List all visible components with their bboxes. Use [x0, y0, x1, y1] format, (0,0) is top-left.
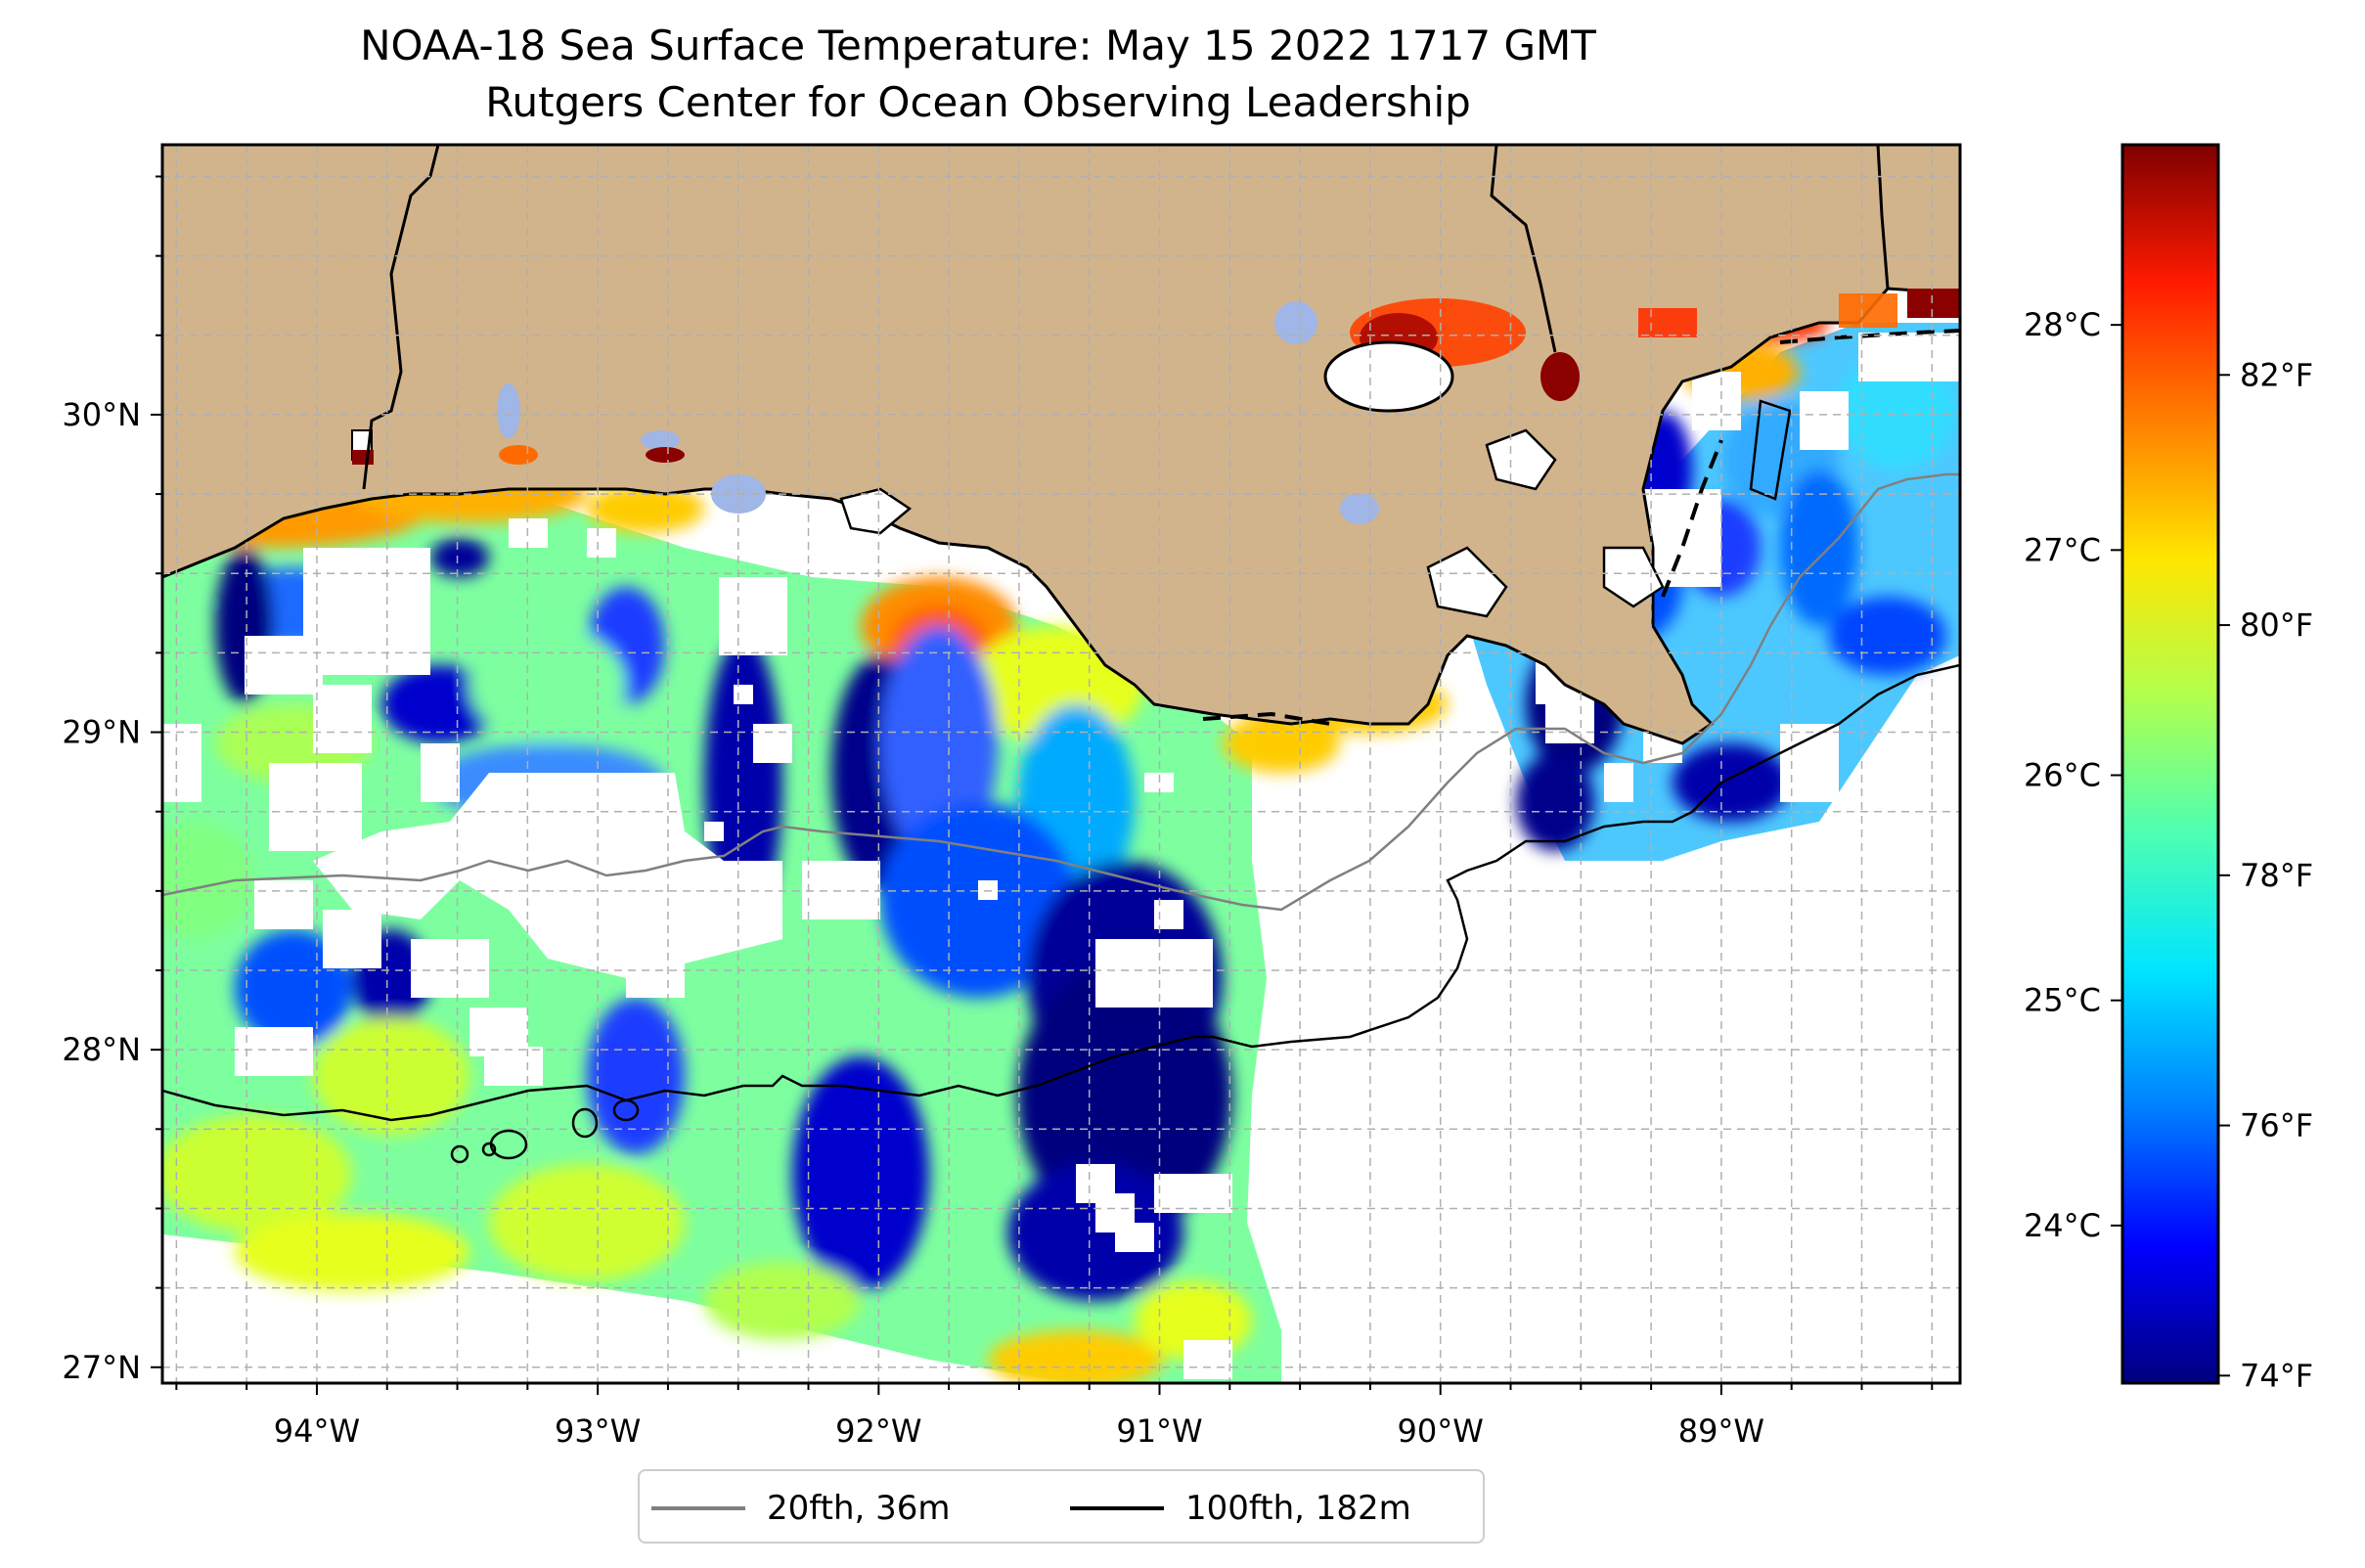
sst-blob	[988, 1330, 1164, 1383]
sst-blob	[489, 1164, 685, 1281]
legend-swatch-gray-line	[651, 1506, 745, 1510]
grid-lines	[162, 145, 1960, 1383]
legend-label-20fth: 20fth, 36m	[767, 1489, 951, 1528]
x-tick-label: 93°W	[555, 1412, 641, 1450]
x-tick-label: 92°W	[835, 1412, 921, 1450]
colorbar-c-label: 28°C	[2024, 306, 2101, 343]
legend-entry-100fth: 100fth, 182m	[1070, 1485, 1411, 1532]
colorbar-gradient	[2120, 143, 2220, 1385]
x-tick-label: 90°W	[1398, 1412, 1484, 1450]
colorbar-fahrenheit-ticks: 74°F 76°F 78°F 80°F 82°F	[2218, 356, 2313, 1394]
colorbar-f-label: 76°F	[2240, 1107, 2313, 1144]
lake-warm	[646, 447, 685, 463]
lake-warm	[499, 445, 538, 465]
y-axis: 27°N 28°N 29°N 30°N	[62, 175, 162, 1386]
x-tick-label: 89°W	[1678, 1412, 1764, 1450]
sst-blob	[1516, 753, 1594, 851]
y-tick-label: 27°N	[62, 1349, 141, 1386]
lake	[1340, 493, 1379, 524]
sst-blob	[587, 998, 685, 1154]
sst-blob	[1780, 470, 1858, 626]
colorbar-f-label: 78°F	[2240, 857, 2313, 894]
legend: 20fth, 36m 100fth, 182m	[638, 1469, 1485, 1544]
lake-pontchartrain	[1323, 340, 1454, 413]
legend-entry-20fth: 20fth, 36m	[651, 1485, 951, 1532]
colorbar-f-label: 80°F	[2240, 606, 2313, 644]
isobath-20fth	[162, 472, 1960, 912]
map-title: NOAA-18 Sea Surface Temperature: May 15 …	[360, 22, 1596, 69]
y-tick-label: 30°N	[62, 396, 141, 433]
legend-label-100fth: 100fth, 182m	[1185, 1489, 1411, 1528]
sst-blob	[313, 1017, 469, 1135]
legend-swatch-black-line	[1070, 1506, 1164, 1510]
sst-blob	[1223, 714, 1340, 773]
colorbar-c-label: 24°C	[2024, 1207, 2101, 1244]
plot-area	[162, 145, 1960, 1383]
sst-blob	[1829, 597, 1946, 675]
sst-blob	[235, 1213, 469, 1291]
delta-islands	[839, 399, 1792, 618]
colorbar-c-label: 26°C	[2024, 757, 2101, 794]
sst-blob	[162, 1115, 352, 1232]
sst-blob	[430, 538, 489, 577]
sst-blob	[792, 1056, 929, 1291]
plot-frame	[160, 143, 1962, 1385]
isobath-100fth	[162, 663, 1960, 1122]
lake	[641, 430, 680, 450]
sst-blob	[1673, 743, 1790, 822]
land-mass	[162, 145, 1960, 745]
lake	[1274, 301, 1317, 344]
sst-blob	[880, 626, 998, 861]
map-subtitle: Rutgers Center for Ocean Observing Leade…	[485, 78, 1471, 126]
colorbar-f-label: 82°F	[2240, 356, 2313, 393]
colorbar-celsius-ticks: 24°C 25°C 26°C 27°C 28°C	[2024, 306, 2122, 1244]
x-tick-label: 91°W	[1116, 1412, 1202, 1450]
colorbar-c-label: 25°C	[2024, 982, 2101, 1019]
sst-blob	[469, 626, 626, 743]
x-tick-label: 94°W	[274, 1412, 360, 1450]
sst-blob	[1017, 959, 1232, 1232]
land	[162, 145, 1960, 745]
lake-borgne-warm	[1540, 352, 1580, 401]
colorbar: 24°C 25°C 26°C 27°C 28°C 74°F 76°F 78°F 80°F 82°…	[2024, 143, 2313, 1394]
no-data-patches	[162, 333, 1960, 1379]
y-tick-label: 28°N	[62, 1031, 141, 1068]
state-borders	[362, 145, 1890, 490]
colorbar-c-label: 27°C	[2024, 531, 2101, 568]
sst-blob	[587, 484, 704, 533]
x-axis: 94°W 93°W 92°W 91°W 90°W 89°W	[175, 1383, 1934, 1450]
lake	[497, 383, 520, 438]
sst-blob	[162, 822, 254, 939]
y-tick-label: 29°N	[62, 714, 141, 751]
colorbar-f-label: 74°F	[2240, 1357, 2313, 1394]
sst-blob	[704, 1262, 861, 1340]
